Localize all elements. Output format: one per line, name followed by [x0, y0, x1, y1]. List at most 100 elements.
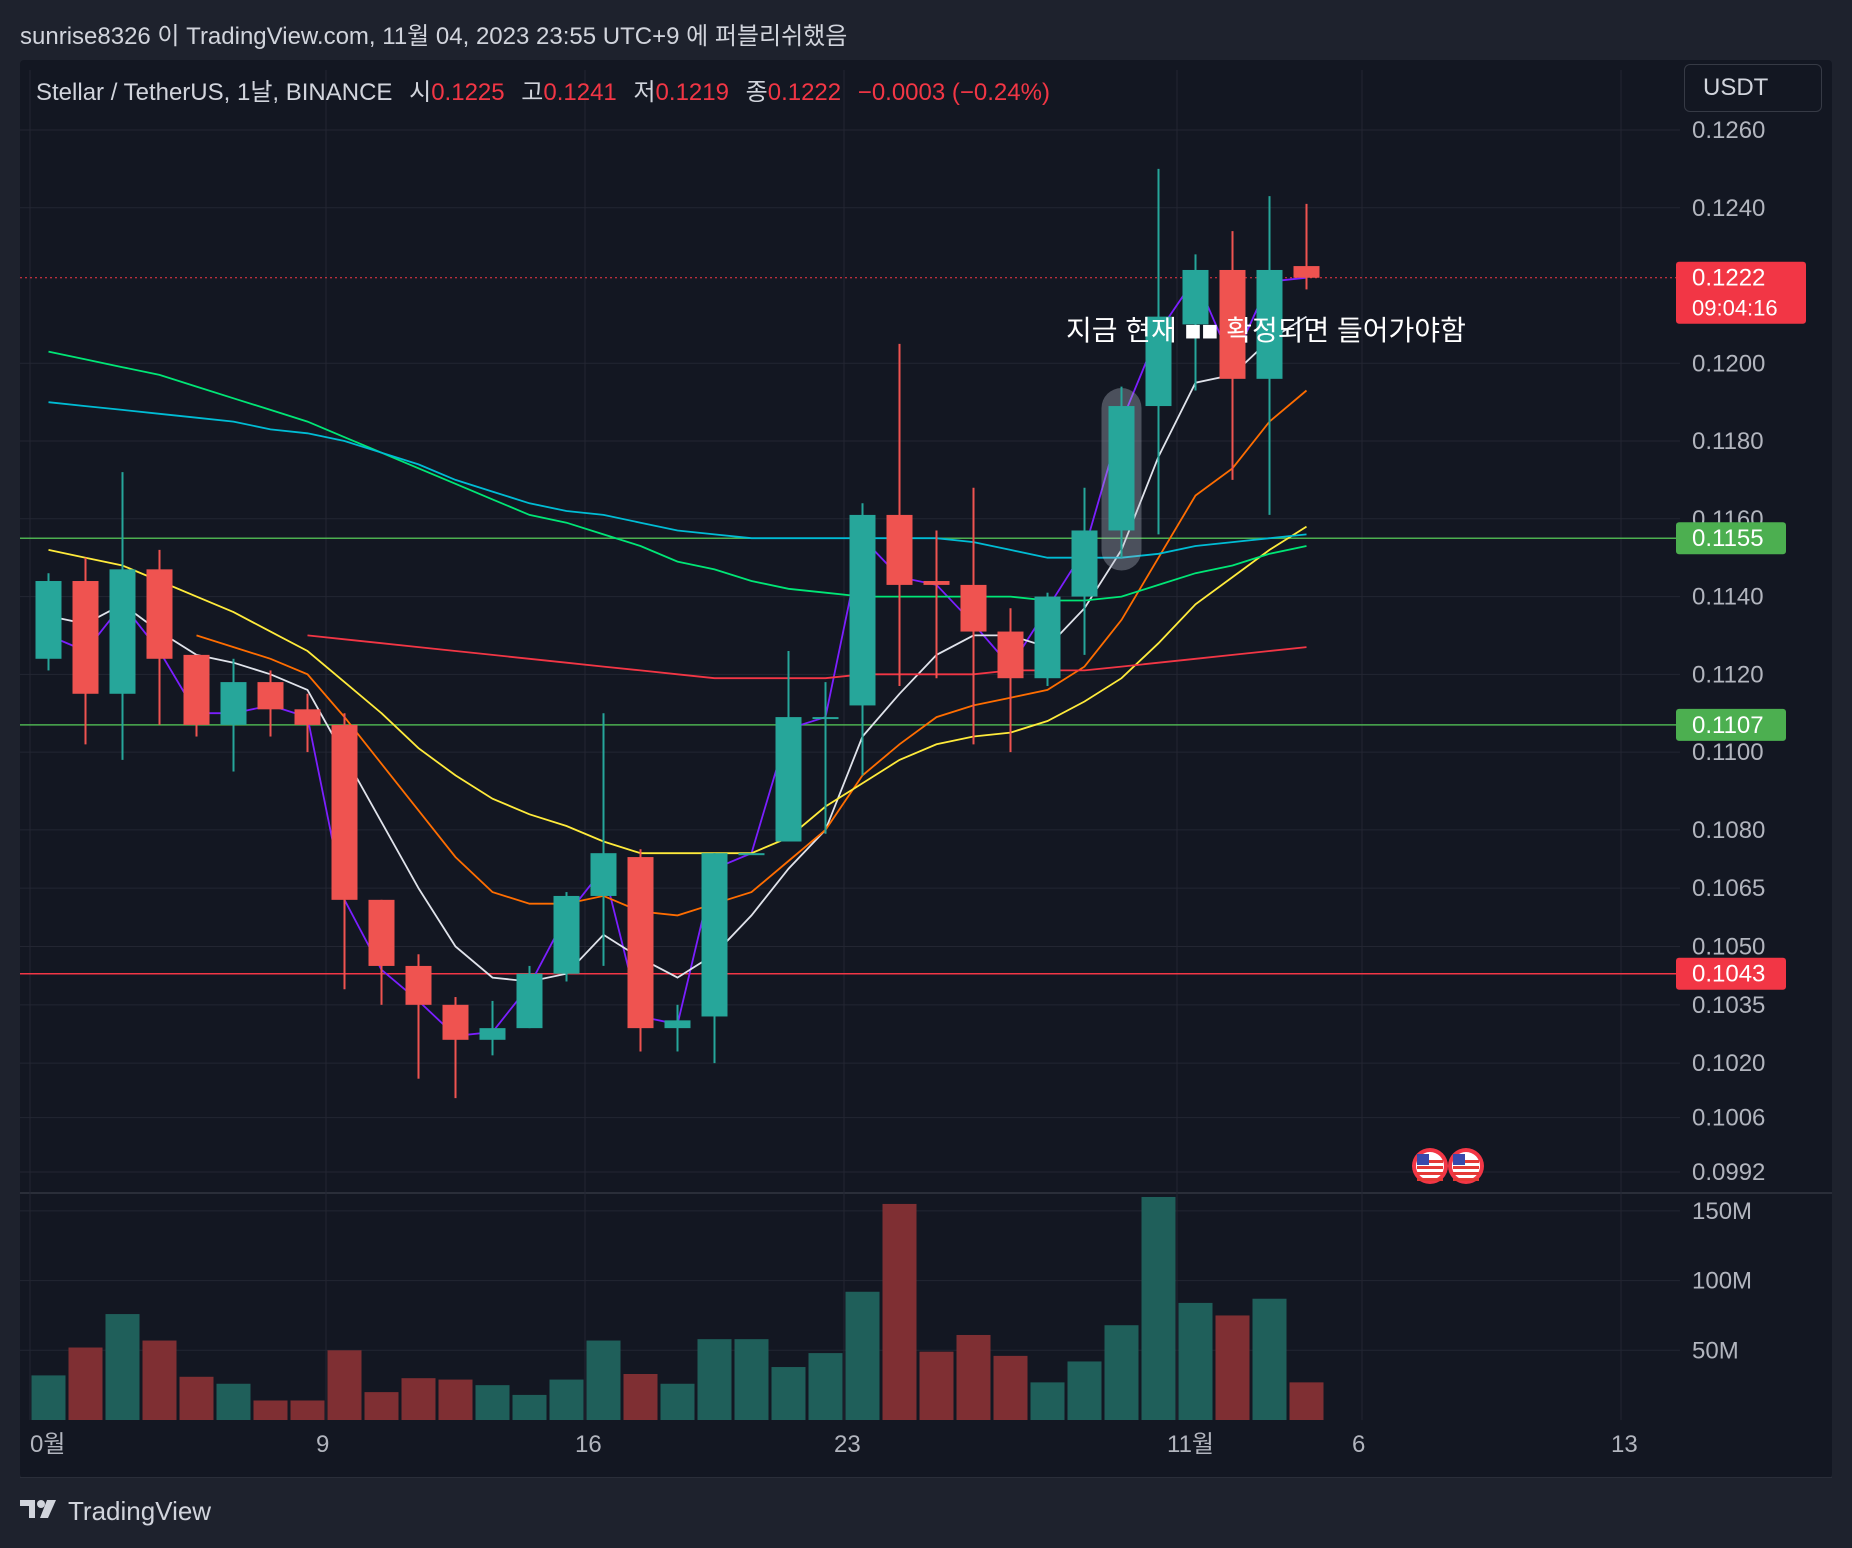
candle-body — [1182, 269, 1209, 325]
currency-button[interactable]: USDT — [1684, 64, 1822, 112]
volume-bar — [845, 1291, 880, 1420]
volume-bar — [660, 1383, 695, 1420]
flag-stripe — [1417, 1166, 1443, 1169]
symbol-name: Stellar / TetherUS, 1날, BINANCE — [36, 79, 393, 106]
candle-body — [960, 584, 987, 632]
volume-bar — [1289, 1382, 1324, 1420]
last-price-badge — [1676, 261, 1806, 324]
volume-bar — [475, 1385, 510, 1420]
price-line-badge — [1676, 522, 1786, 555]
volume-bar — [179, 1376, 214, 1420]
volume-bar — [956, 1334, 991, 1420]
volume-bar — [882, 1203, 917, 1420]
candle-body — [479, 1028, 506, 1040]
y-tick-label: 0.1260 — [1692, 117, 1765, 144]
x-tick-label: 11월 — [1167, 1431, 1214, 1458]
volume-bar — [1141, 1196, 1176, 1420]
volume-bar — [31, 1375, 66, 1420]
volume-bar — [142, 1340, 177, 1420]
volume-bar — [919, 1351, 954, 1420]
moving-average-line — [307, 634, 1307, 680]
candle-body — [923, 581, 950, 585]
candle-body — [1293, 266, 1320, 278]
y-tick-label: 0.0992 — [1692, 1159, 1765, 1186]
volume-bar — [364, 1392, 399, 1420]
price-line-label: 0.1107 — [1692, 712, 1764, 739]
price-line-badge — [1676, 957, 1786, 990]
volume-bar — [1104, 1325, 1139, 1420]
candle-body — [220, 682, 247, 725]
volume-bar — [1067, 1361, 1102, 1420]
y-tick-label: 0.1050 — [1692, 933, 1765, 960]
candle-body — [997, 631, 1024, 679]
candle-body — [812, 717, 839, 720]
x-tick-label: 0월 — [30, 1431, 65, 1458]
flag-stripe — [1453, 1178, 1479, 1181]
price-chart[interactable]: 0.12600.12400.12000.11800.11600.11400.11… — [20, 60, 1832, 1478]
us-flag-icon — [1448, 1148, 1484, 1184]
candle-body — [442, 1004, 469, 1040]
x-tick-label: 23 — [834, 1431, 861, 1458]
x-tick-label: 13 — [1611, 1431, 1638, 1458]
y-tick-label: 0.1020 — [1692, 1050, 1765, 1077]
moving-average-line — [196, 389, 1308, 917]
flag-stripe — [1453, 1160, 1479, 1163]
tradingview-logo-icon — [20, 1496, 60, 1527]
volume-bar — [808, 1353, 843, 1420]
chart-panel[interactable]: 0.1260 0.1240 0.1200 0.1180 0.1160 0.1140 0.11… — [20, 60, 1832, 1478]
open-value: 0.1225 — [431, 79, 505, 106]
volume-tick-label: 150M — [1692, 1198, 1752, 1225]
volume-bar — [105, 1314, 140, 1420]
volume-bar — [623, 1374, 658, 1420]
candle-body — [775, 717, 802, 842]
y-tick-label: 0.1100 — [1692, 739, 1764, 766]
volume-bar — [327, 1350, 362, 1420]
candle-body — [553, 895, 580, 974]
volume-bar — [68, 1347, 103, 1420]
candle-body — [1219, 269, 1246, 379]
candle-body — [146, 569, 173, 659]
volume-bar — [1215, 1315, 1250, 1420]
volume-bar — [438, 1379, 473, 1420]
candle-body — [331, 724, 358, 900]
candle-body — [1145, 316, 1172, 407]
candle-body — [35, 581, 62, 659]
flag-canton — [1417, 1154, 1429, 1165]
high-label: 고 — [521, 79, 544, 106]
low-label: 저 — [633, 79, 656, 106]
y-tick-label: 0.1200 — [1692, 350, 1765, 377]
volume-bar — [512, 1394, 547, 1420]
y-tick-label: 0.1035 — [1692, 992, 1765, 1019]
moving-average-line — [48, 350, 1307, 602]
y-tick-label: 0.1180 — [1692, 428, 1764, 455]
candle-body — [257, 682, 284, 710]
flag-canton — [1453, 1154, 1465, 1165]
candle-body — [849, 514, 876, 706]
volume-tick-label: 50M — [1692, 1337, 1739, 1364]
x-tick-label: 6 — [1352, 1431, 1365, 1458]
volume-tick-label: 100M — [1692, 1268, 1752, 1295]
annotation-text: 지금 현재 ■■ 확정되면 들어가야함 — [1066, 315, 1466, 346]
flag-stripe — [1417, 1160, 1443, 1163]
candle-body — [72, 581, 99, 694]
volume-bar — [1178, 1302, 1213, 1420]
y-tick-label: 0.1065 — [1692, 875, 1765, 902]
footer-brand: TradingView — [68, 1496, 212, 1526]
candle-body — [1108, 406, 1135, 531]
price-line-label: 0.1043 — [1692, 961, 1765, 988]
volume-bar — [290, 1400, 325, 1420]
y-tick-label: 0.1120 — [1692, 661, 1764, 688]
us-flag-icon — [1412, 1148, 1448, 1184]
change-value: −0.0003 (−0.24%) — [857, 79, 1050, 106]
y-tick-label: 0.1240 — [1692, 195, 1765, 222]
candle-body — [1256, 269, 1283, 379]
flag-stripe — [1417, 1172, 1443, 1175]
candle-body — [1034, 596, 1061, 679]
volume-bar — [586, 1340, 621, 1420]
flag-stripe — [1453, 1166, 1479, 1169]
x-tick-label: 9 — [316, 1431, 329, 1458]
candle-body — [590, 853, 617, 896]
candle-body — [294, 709, 321, 725]
x-tick-label: 16 — [575, 1431, 602, 1458]
countdown-label: 09:04:16 — [1692, 296, 1778, 321]
